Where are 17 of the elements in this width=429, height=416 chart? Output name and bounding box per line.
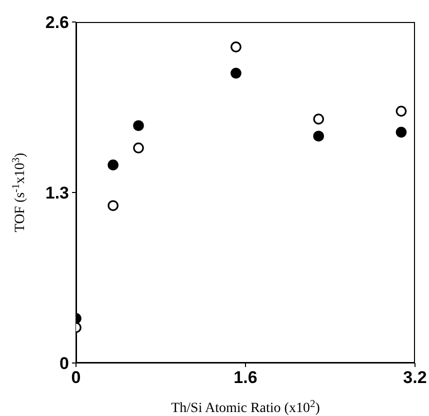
x-tick-label: 3.2 <box>403 368 427 388</box>
y-tick-label: 2.6 <box>45 13 69 32</box>
point <box>230 68 242 79</box>
y-tick-label: 1.3 <box>45 184 69 203</box>
point <box>108 200 118 212</box>
point <box>108 160 118 170</box>
point <box>230 42 242 52</box>
point <box>313 130 324 142</box>
point <box>133 120 144 132</box>
x-tick-label: 1.6 <box>234 368 258 388</box>
y-tick-label: 0 <box>60 354 69 374</box>
point <box>313 114 324 124</box>
point <box>396 126 407 138</box>
point <box>133 142 144 154</box>
x-axis-title: Th/Si Atomic Ratio (x10$^{2}$) <box>171 398 320 416</box>
point <box>396 106 407 117</box>
x-tick-label: 0 <box>71 368 81 388</box>
